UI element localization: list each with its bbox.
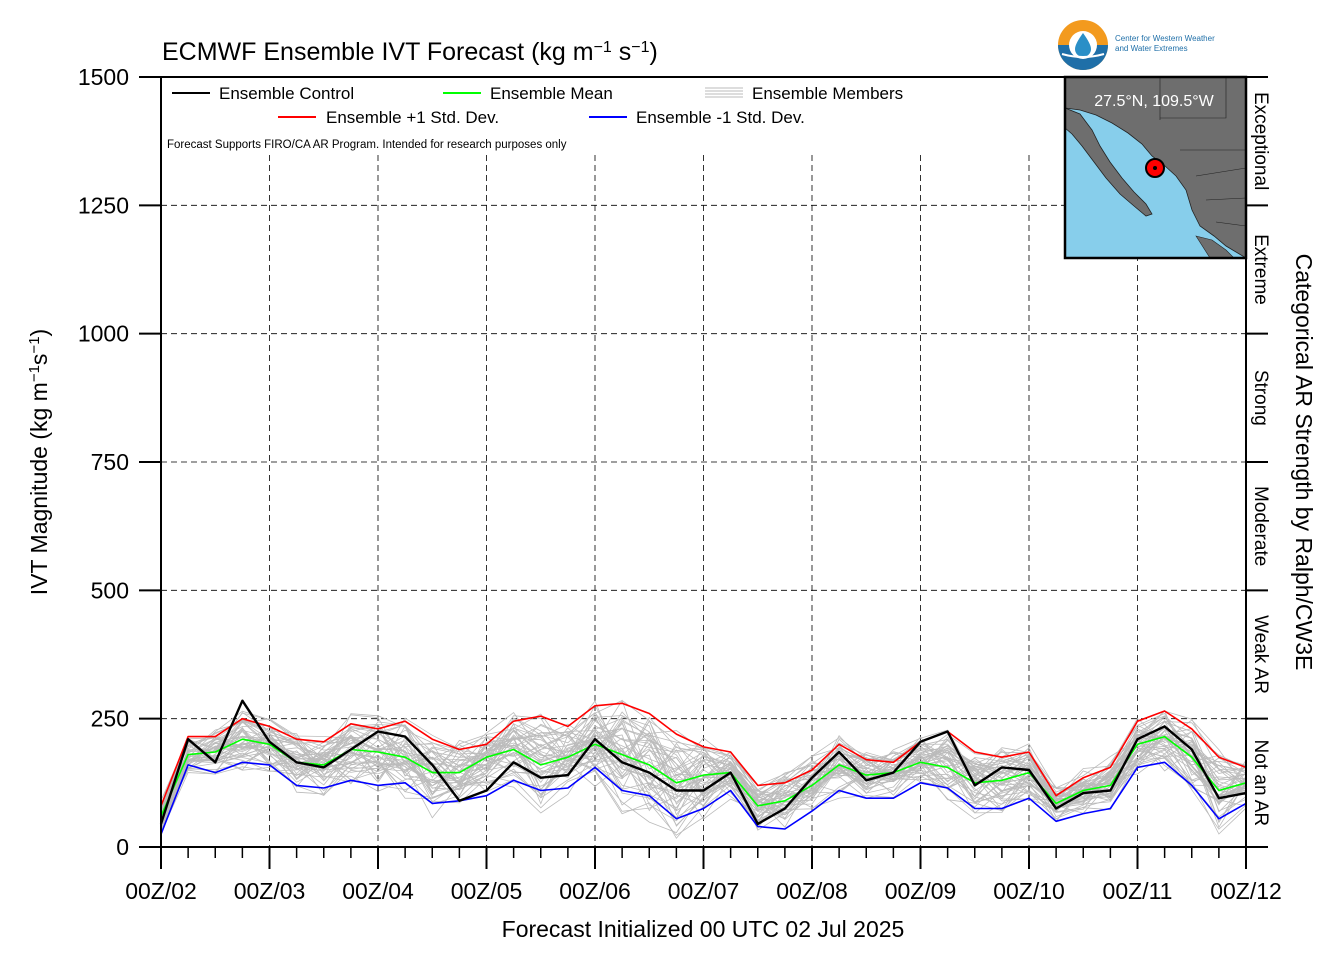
ensemble-member-line <box>160 717 1247 829</box>
x-tick-label: 00Z/04 <box>342 878 414 904</box>
x-tick-label: 00Z/08 <box>776 878 848 904</box>
y-axis-title: IVT Magnitude (kg m−1s−1) <box>26 329 53 595</box>
plus-std-line <box>160 702 1247 807</box>
category-axis: Not an AR Weak AR Moderate Strong Extreme Exc… <box>1245 76 1271 848</box>
disclaimer-note: Forecast Supports FIRO/CA AR Program. In… <box>167 139 567 151</box>
chart-title: ECMWF Ensemble IVT Forecast (kg m−1 s−1) <box>162 38 658 66</box>
ensemble-member-lines <box>160 699 1247 839</box>
category-label: Extreme <box>1250 234 1271 305</box>
y-axis: 0 250 500 750 1000 1250 1500 <box>78 64 161 860</box>
ensemble-member-line <box>160 725 1247 823</box>
svg-text:Ensemble Members: Ensemble Members <box>752 84 903 103</box>
ensemble-member-line <box>160 716 1247 805</box>
inset-map-label: 27.5°N, 109.5°W <box>1094 93 1214 110</box>
legend-item-members: Ensemble Members <box>705 84 903 103</box>
legend-item-control: Ensemble Control <box>172 84 354 103</box>
category-label: Weak AR <box>1250 615 1271 694</box>
legend-item-minus-std: Ensemble -1 Std. Dev. <box>589 108 805 127</box>
x-tick-label: 00Z/09 <box>885 878 957 904</box>
y-tick-label: 1500 <box>78 64 129 90</box>
ensemble-member-line <box>160 736 1247 827</box>
ensemble-member-line <box>160 735 1247 836</box>
x-tick-label: 00Z/06 <box>559 878 631 904</box>
x-tick-label: 00Z/05 <box>451 878 523 904</box>
right-axis-title: Categorical AR Strength by Ralph/CW3E <box>1291 254 1317 671</box>
y-tick-label: 0 <box>116 834 129 860</box>
control-line <box>159 699 1247 826</box>
grid-lines <box>161 155 1246 847</box>
minus-std-line <box>160 761 1247 835</box>
svg-text:Ensemble Control: Ensemble Control <box>219 84 354 103</box>
y-tick-label: 750 <box>91 449 129 475</box>
svg-text:Ensemble +1 Std. Dev.: Ensemble +1 Std. Dev. <box>326 108 499 127</box>
y-tick-label: 1250 <box>78 192 129 218</box>
x-axis-title: Forecast Initialized 00 UTC 02 Jul 2025 <box>502 916 905 942</box>
legend-item-mean: Ensemble Mean <box>443 84 613 103</box>
ensemble-member-line <box>160 729 1247 836</box>
logo-line2: and Water Extremes <box>1115 44 1188 53</box>
x-tick-label: 00Z/10 <box>993 878 1065 904</box>
x-tick-label: 00Z/03 <box>234 878 306 904</box>
x-tick-label: 00Z/12 <box>1210 878 1282 904</box>
y-tick-label: 250 <box>91 706 129 732</box>
x-tick-label: 00Z/07 <box>668 878 740 904</box>
svg-text:Ensemble Mean: Ensemble Mean <box>490 84 613 103</box>
y-tick-label: 500 <box>91 577 129 603</box>
category-label: Not an AR <box>1250 740 1271 827</box>
ensemble-member-line <box>160 735 1247 830</box>
category-label: Exceptional <box>1250 92 1271 190</box>
ensemble-member-line <box>160 728 1247 824</box>
water-drop-globe-icon <box>1058 20 1108 70</box>
logo: Center for Western Weather and Water Ext… <box>1058 20 1215 70</box>
series-lines <box>159 699 1247 835</box>
x-axis: 00Z/02 00Z/03 00Z/04 00Z/05 00Z/06 00Z/07 00Z/… <box>125 847 1282 904</box>
x-tick-label: 00Z/11 <box>1103 878 1173 904</box>
ensemble-member-line <box>160 736 1247 834</box>
ensemble-member-line <box>160 718 1247 815</box>
legend-item-plus-std: Ensemble +1 Std. Dev. <box>278 108 499 127</box>
ensemble-member-line <box>160 712 1247 812</box>
logo-line1: Center for Western Weather <box>1115 34 1215 43</box>
y-tick-label: 1000 <box>78 321 129 347</box>
category-label: Strong <box>1250 370 1271 426</box>
inset-map: 27.5°N, 109.5°W <box>1063 75 1248 260</box>
x-tick-label: 00Z/02 <box>125 878 197 904</box>
svg-text:Ensemble -1 Std. Dev.: Ensemble -1 Std. Dev. <box>636 108 805 127</box>
category-label: Moderate <box>1250 486 1271 566</box>
legend: Ensemble Control Ensemble Mean Ensemble … <box>167 84 903 151</box>
